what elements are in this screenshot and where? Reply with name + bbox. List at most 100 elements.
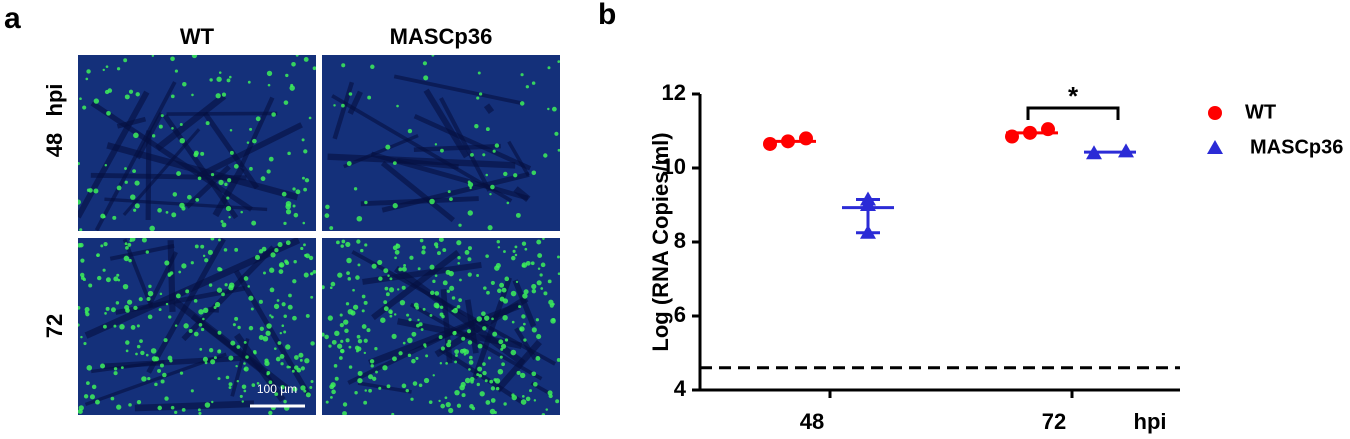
cell-signal: [179, 123, 183, 127]
cell-signal: [303, 187, 307, 192]
cell-signal: [243, 340, 247, 344]
cell-signal: [266, 169, 271, 174]
cell-signal: [162, 372, 167, 378]
cell-signal: [347, 308, 354, 315]
cell-signal: [495, 386, 500, 391]
cell-signal: [444, 396, 448, 400]
cell-signal: [339, 313, 343, 317]
cell-signal: [516, 370, 521, 375]
cell-signal: [269, 287, 275, 293]
cell-signal: [229, 75, 232, 79]
cell-signal: [213, 356, 217, 360]
cell-signal: [298, 352, 304, 358]
cell-signal: [128, 258, 132, 263]
cell-signal: [227, 178, 232, 183]
cell-signal: [438, 335, 443, 339]
cell-signal: [487, 225, 493, 231]
cell-signal: [389, 277, 393, 281]
cell-signal: [115, 301, 120, 305]
cell-signal: [200, 151, 205, 156]
cell-signal: [299, 358, 303, 362]
cell-signal: [136, 400, 142, 405]
x-tick-label: 72: [1042, 409, 1066, 434]
cell-signal: [333, 364, 338, 368]
cell-signal: [266, 372, 269, 376]
cell-signal: [221, 222, 227, 228]
cell-signal: [523, 289, 529, 295]
cell-signal: [434, 143, 438, 146]
cell-signal: [146, 296, 151, 302]
column-label: MASCp36: [390, 24, 493, 49]
cell-signal: [293, 212, 299, 218]
cell-signal: [141, 376, 147, 382]
cell-signal: [127, 299, 133, 305]
cell-signal: [79, 97, 82, 101]
cell-signal: [485, 173, 488, 177]
cell-signal: [418, 383, 423, 388]
cell-signal: [232, 323, 236, 327]
cell-signal: [158, 124, 163, 129]
cell-signal: [364, 243, 368, 247]
cell-signal: [248, 325, 254, 331]
cell-signal: [261, 246, 267, 252]
cell-signal: [93, 188, 99, 194]
cell-signal: [503, 402, 507, 406]
cell-signal: [459, 348, 465, 354]
x-tick-label: 48: [800, 409, 824, 434]
cell-signal: [341, 239, 346, 244]
cell-signal: [348, 92, 353, 96]
cell-signal: [105, 65, 109, 69]
cell-signal: [525, 260, 531, 266]
cell-signal: [140, 350, 145, 356]
cell-signal: [228, 216, 231, 219]
cell-signal: [285, 344, 291, 350]
cell-signal: [369, 359, 375, 364]
cell-signal: [209, 78, 213, 82]
cell-signal: [309, 386, 313, 389]
cell-signal: [302, 221, 306, 225]
cell-signal: [283, 314, 287, 319]
cell-signal: [522, 322, 526, 326]
cell-signal: [308, 116, 312, 120]
cell-signal: [252, 349, 257, 354]
cell-signal: [384, 286, 389, 291]
cell-signal: [269, 267, 275, 273]
cell-signal: [322, 285, 325, 290]
cell-signal: [148, 284, 152, 289]
cell-signal: [476, 373, 480, 377]
cell-signal: [387, 274, 390, 277]
cell-signal: [78, 323, 80, 327]
cell-signal: [301, 176, 305, 180]
cell-signal: [547, 107, 550, 111]
cell-signal: [327, 315, 333, 321]
cell-signal: [133, 132, 139, 139]
cell-signal: [540, 287, 544, 290]
cell-signal: [361, 324, 367, 329]
cell-signal: [124, 242, 128, 246]
cell-signal: [246, 141, 250, 144]
cell-signal: [531, 288, 537, 294]
cell-signal: [423, 377, 430, 384]
cell-signal: [530, 261, 535, 266]
cell-signal: [415, 305, 420, 310]
cell-signal: [218, 179, 224, 186]
cell-signal: [324, 334, 329, 340]
cell-signal: [430, 290, 435, 295]
cell-signal: [555, 399, 560, 404]
cell-signal: [467, 340, 473, 345]
cell-signal: [442, 280, 448, 286]
cell-signal: [292, 279, 297, 284]
tissue-crack: [234, 333, 286, 402]
legend-label: MASCp36: [1250, 136, 1343, 158]
panel-label: a: [4, 2, 21, 35]
cell-signal: [407, 353, 412, 358]
cell-signal: [138, 297, 143, 302]
cell-signal: [417, 267, 421, 271]
cell-signal: [521, 394, 525, 398]
cell-signal: [239, 394, 243, 398]
cell-signal: [345, 241, 351, 248]
cell-signal: [300, 366, 305, 371]
cell-signal: [357, 263, 361, 267]
cell-signal: [218, 349, 221, 352]
cell-signal: [458, 298, 462, 302]
